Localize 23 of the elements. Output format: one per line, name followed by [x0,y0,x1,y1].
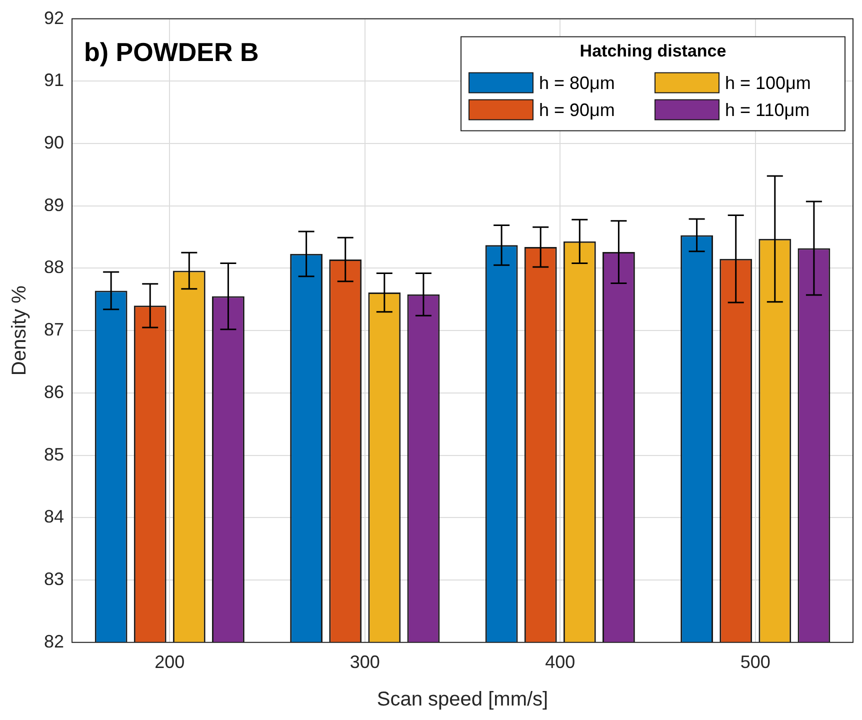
y-tick-label: 84 [44,506,64,527]
y-tick-label: 92 [44,8,64,28]
y-tick-label: 85 [44,444,64,464]
legend-title: Hatching distance [580,41,726,60]
y-tick-label: 83 [44,569,64,590]
y-tick-label: 82 [44,631,64,652]
y-tick-label: 87 [44,320,64,340]
y-axis-title: Density % [8,285,31,376]
x-tick-label: 200 [154,652,185,672]
y-tick-label: 91 [44,70,64,90]
legend-label: h = 90μm [539,100,615,120]
y-tick-label: 90 [44,132,64,152]
y-tick-label: 86 [44,382,64,402]
y-tick-label: 88 [44,257,64,278]
x-axis-title: Scan speed [mm/s] [376,688,548,711]
legend-label: h = 80μm [539,72,615,93]
x-tick-label: 300 [350,652,380,672]
legend-label: h = 110μm [725,100,810,120]
text: b) POWDER B [84,36,259,67]
x-tick-label: 500 [740,652,770,672]
x-tick-label: 400 [545,652,576,672]
y-tick-label: 89 [44,194,64,215]
legend-label: h = 100μm [725,72,811,93]
